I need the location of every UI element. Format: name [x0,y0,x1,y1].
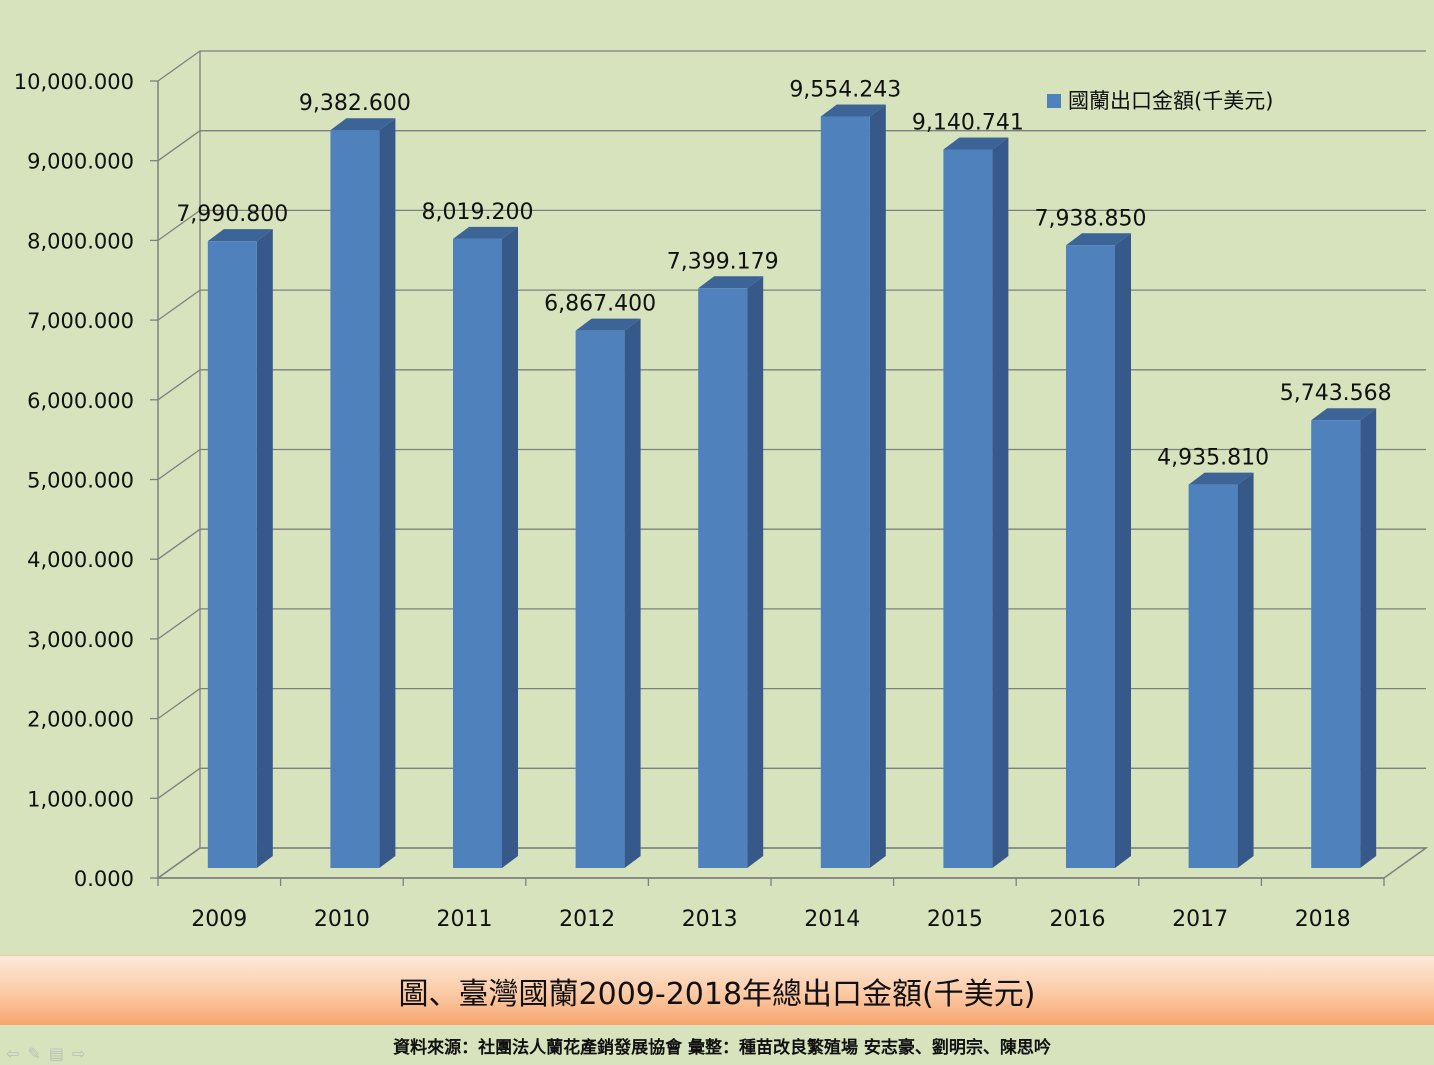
bar-side [869,104,886,868]
y-tick-label: 4,000.000 [27,548,134,572]
bar-top [698,276,764,289]
chart-area: 0.000 1,000.000 2,000.000 3,000.000 4,000.00… [14,50,1429,932]
y-tick-label: 0.000 [74,867,134,891]
bar [1188,484,1238,868]
legend-swatch [1047,94,1061,108]
bar-side [1237,472,1254,868]
bar-chart: 0.000 1,000.000 2,000.000 3,000.000 4,000.00… [14,50,1429,932]
data-label: 7,399.179 [667,249,779,274]
data-label: 8,019.200 [422,200,534,225]
bar-top [943,137,1009,150]
bar-top [820,104,886,117]
y-tick-label: 10,000.000 [14,70,134,94]
data-label: 7,938.850 [1035,206,1147,231]
bar [207,241,257,868]
x-tick-label: 2010 [314,907,370,932]
data-label: 9,140.741 [912,110,1024,135]
bar [698,288,748,869]
data-label: 9,554.243 [789,78,901,103]
bar [1066,245,1115,868]
y-tick-label: 1,000.000 [27,787,134,811]
bar-side [1115,233,1131,868]
x-tick-label: 2011 [437,907,493,932]
y-tick-label: 7,000.000 [27,309,134,333]
y-tick-label: 9,000.000 [27,150,134,174]
bar [1311,420,1361,868]
y-tick-label: 3,000.000 [27,628,134,652]
next-icon[interactable]: ⇨ [71,1044,86,1063]
bar [820,116,870,868]
y-tick-label: 2,000.000 [27,708,134,732]
bar-top [575,318,641,331]
data-label: 6,867.400 [544,292,656,317]
bar-side [502,226,518,869]
x-tick-label: 2016 [1050,907,1106,932]
menu-icon[interactable]: ▤ [48,1044,64,1063]
prev-icon[interactable]: ⇦ [6,1044,20,1063]
data-label: 9,382.600 [299,91,411,116]
pen-icon[interactable]: ✎ [27,1044,41,1063]
x-tick-label: 2012 [559,907,615,932]
bar-side [992,137,1009,869]
caption-bar: 圖、臺灣國蘭2009-2018年總出口金額(千美元) [0,955,1434,1026]
data-label: 4,935.810 [1157,446,1269,471]
y-tick-label: 6,000.000 [27,389,134,413]
bar-top [1311,408,1377,421]
slide-nav: ⇦ ✎ ▤ ⇨ [6,1044,85,1063]
bar-side [256,229,273,868]
bar-side [1360,408,1377,868]
legend-label: 國蘭出口金額(千美元) [1068,89,1273,113]
x-tick-label: 2015 [927,907,983,932]
source-bar: 資料來源：社團法人蘭花產銷發展協會 彙整：種苗改良繁殖場 安志豪、劉明宗、陳思吟 [0,1025,1434,1065]
bar-top [453,226,518,239]
bar [943,149,993,869]
bar-top [1188,472,1254,485]
source-note: 資料來源：社團法人蘭花產銷發展協會 彙整：種苗改良繁殖場 安志豪、劉明宗、陳思吟 [393,1037,1051,1058]
bar-side [379,118,396,868]
x-tick-label: 2009 [191,907,247,932]
bar-side [624,318,641,868]
data-label: 5,743.568 [1280,381,1392,406]
y-tick-label: 8,000.000 [27,229,134,253]
bar-top [207,229,273,242]
bar-top [1066,233,1131,246]
x-tick-label: 2014 [804,907,860,932]
data-label: 7,990.800 [176,202,288,227]
bar-top [330,118,396,131]
y-tick-label: 5,000.000 [27,469,134,493]
x-tick-label: 2018 [1295,907,1351,932]
bar-side [747,276,764,869]
bar [453,238,502,869]
bar [575,330,625,868]
chart-caption: 圖、臺灣國蘭2009-2018年總出口金額(千美元) [398,977,1036,1012]
x-tick-label: 2017 [1172,907,1228,932]
x-tick-label: 2013 [682,907,738,932]
bar [330,130,380,868]
